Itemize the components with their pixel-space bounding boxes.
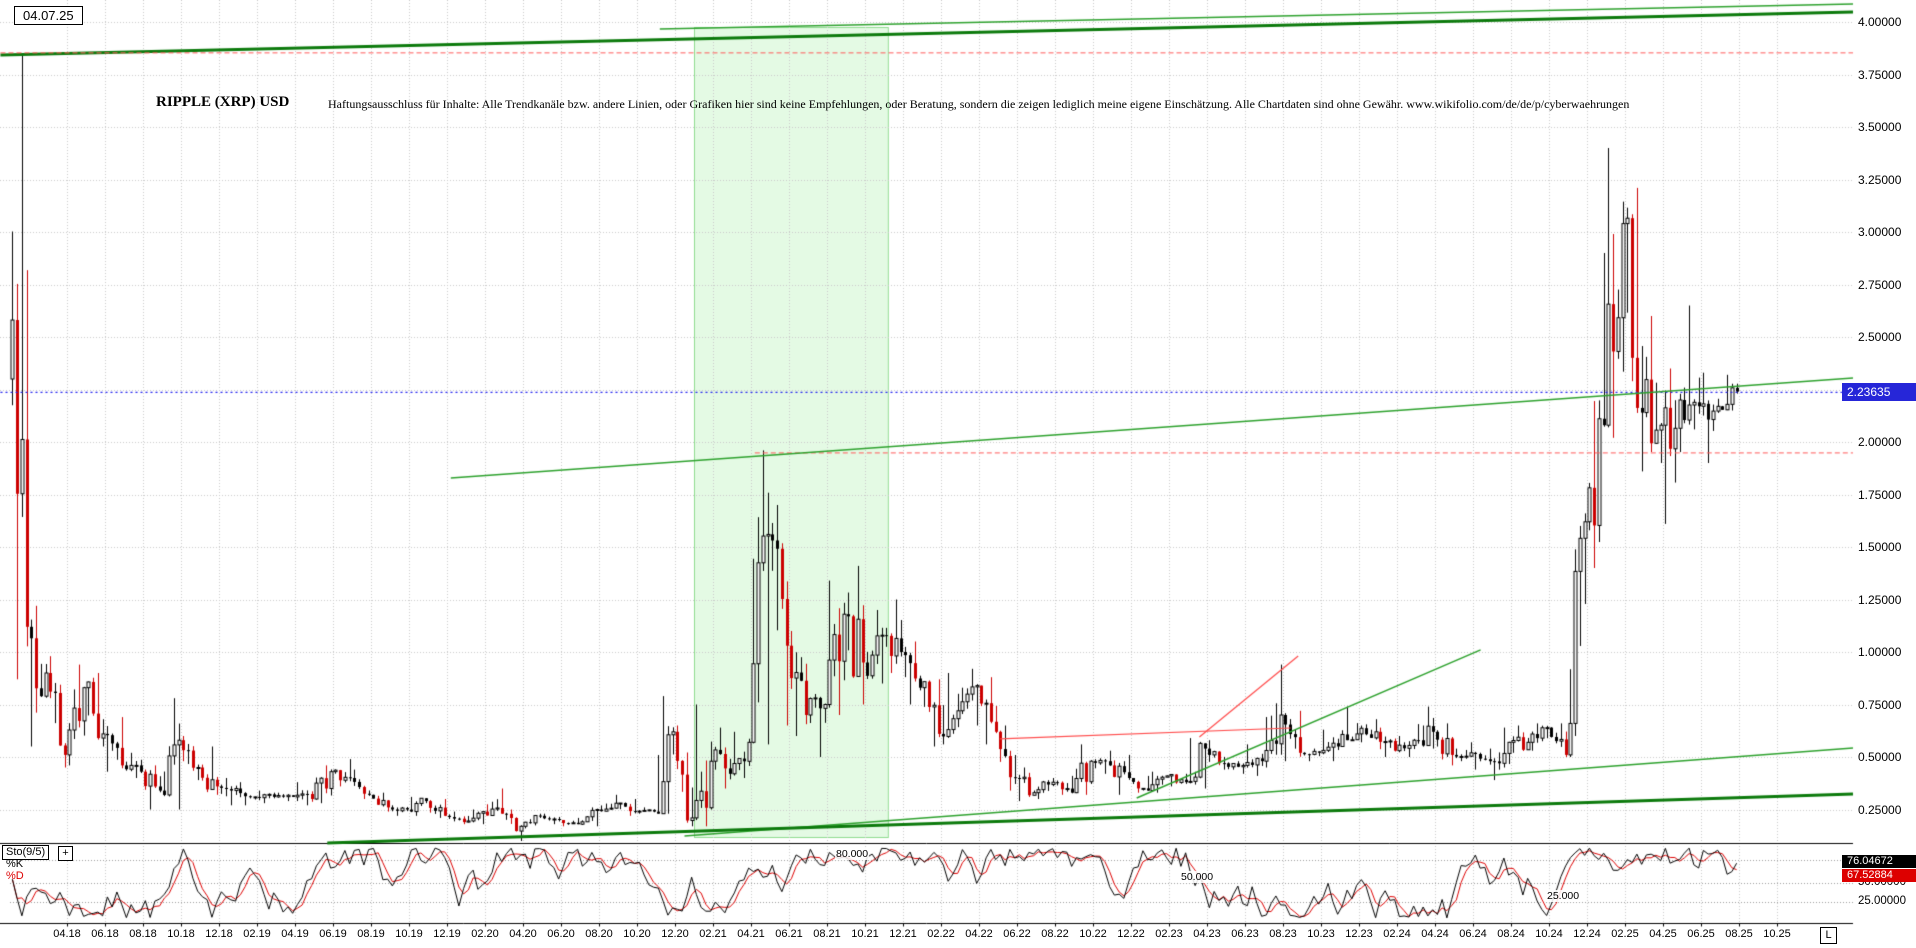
- time-axis-label: 12.19: [433, 928, 461, 940]
- time-axis-label: 12.20: [661, 928, 689, 940]
- time-axis-label: 06.25: [1687, 928, 1715, 940]
- stoch-d-value-box: 67.52884: [1842, 869, 1916, 882]
- time-axis-label: 04.22: [965, 928, 993, 940]
- time-axis-label: 08.20: [585, 928, 613, 940]
- time-axis-label: 12.23: [1345, 928, 1373, 940]
- time-axis-label: 06.21: [775, 928, 803, 940]
- disclaimer-text: Haftungsausschluss für Inhalte: Alle Tre…: [328, 97, 1630, 111]
- stoch-k-value: 76.04672: [1847, 855, 1893, 867]
- scale-toggle-button[interactable]: L: [1820, 927, 1837, 944]
- time-axis-label: 02.25: [1611, 928, 1639, 940]
- date-label-box: 04.07.25: [14, 6, 83, 25]
- stoch-level-label: 50.000: [1180, 871, 1215, 883]
- time-axis-label: 10.21: [851, 928, 879, 940]
- time-axis-label: 06.19: [319, 928, 347, 940]
- time-axis-label: 08.22: [1041, 928, 1069, 940]
- time-axis-label: 04.20: [509, 928, 537, 940]
- time-axis-label: 08.23: [1269, 928, 1297, 940]
- price-axis-label: 3.00000: [1858, 225, 1902, 239]
- time-axis-label: 02.19: [243, 928, 271, 940]
- indicator-name-box: Sto(9/5): [2, 845, 50, 860]
- time-axis-label: 08.21: [813, 928, 841, 940]
- time-axis-label: 10.24: [1535, 928, 1563, 940]
- time-axis-label: 12.18: [205, 928, 233, 940]
- time-axis-label: 06.20: [547, 928, 575, 940]
- time-axis-label: 04.19: [281, 928, 309, 940]
- time-axis-label: 08.19: [357, 928, 385, 940]
- price-axis-label: 0.75000: [1858, 697, 1902, 712]
- time-axis-label: 12.21: [889, 928, 917, 940]
- time-axis-label: 06.22: [1003, 928, 1031, 940]
- date-label: 04.07.25: [23, 8, 74, 23]
- time-axis-label: 04.24: [1421, 928, 1449, 940]
- time-axis-label: 04.23: [1193, 928, 1221, 940]
- plus-icon: +: [62, 847, 69, 859]
- time-axis-label: 10.25: [1763, 928, 1791, 940]
- time-axis-label: 10.18: [167, 928, 195, 940]
- time-axis-label: 02.20: [471, 928, 499, 940]
- time-axis-label: 04.21: [737, 928, 765, 940]
- price-axis-label: 1.75000: [1858, 487, 1902, 502]
- time-axis-label: 12.24: [1573, 928, 1601, 940]
- current-price-box: 2.23635: [1842, 383, 1916, 401]
- time-axis-label: 10.20: [623, 928, 651, 940]
- time-axis-label: 04.18: [53, 928, 81, 940]
- chart-title: RIPPLE (XRP) USD: [156, 94, 290, 110]
- price-axis-label: 2.50000: [1858, 330, 1902, 344]
- stoch-level-label: 25.000: [1546, 890, 1581, 902]
- price-axis-label: 0.25000: [1858, 802, 1902, 817]
- price-axis-label: 2.75000: [1858, 277, 1902, 292]
- time-axis-label: 08.24: [1497, 928, 1525, 940]
- stoch-axis-label-25: 25.00000: [1858, 895, 1906, 907]
- time-axis-label: 06.18: [91, 928, 119, 940]
- time-axis-label: 06.23: [1231, 928, 1259, 940]
- price-axis-label: 1.50000: [1858, 540, 1902, 554]
- price-axis-label: 1.25000: [1858, 592, 1902, 607]
- time-axis-label: 02.24: [1383, 928, 1411, 940]
- indicator-name: Sto(9/5): [6, 846, 46, 858]
- time-axis-label: 02.22: [927, 928, 955, 940]
- stoch-d-label: %D: [6, 870, 24, 882]
- price-axis-label: 2.00000: [1858, 435, 1902, 449]
- time-axis-label: 08.25: [1725, 928, 1753, 940]
- price-axis-label: 3.50000: [1858, 120, 1902, 134]
- time-axis-label: 10.19: [395, 928, 423, 940]
- price-axis-label: 3.25000: [1858, 172, 1902, 187]
- price-axis-label: 1.00000: [1858, 645, 1902, 659]
- stoch-k-value-box: 76.04672: [1842, 855, 1916, 868]
- time-axis-label: 06.24: [1459, 928, 1487, 940]
- stoch-d-value: 67.52884: [1847, 869, 1893, 881]
- time-axis-label: 02.21: [699, 928, 727, 940]
- time-axis-label: 02.23: [1155, 928, 1183, 940]
- time-axis-label: 08.18: [129, 928, 157, 940]
- time-axis-label: 10.22: [1079, 928, 1107, 940]
- current-price-value: 2.23635: [1847, 385, 1891, 399]
- time-axis-label: 12.22: [1117, 928, 1145, 940]
- price-axis-label: 3.75000: [1858, 67, 1902, 82]
- indicator-expand-button[interactable]: +: [58, 846, 73, 861]
- stoch-level-label: 80.000: [835, 848, 870, 861]
- price-axis-label: 0.50000: [1858, 750, 1902, 764]
- time-axis-label: 04.25: [1649, 928, 1677, 940]
- time-axis-label: 10.23: [1307, 928, 1335, 940]
- price-axis-label: 4.00000: [1858, 15, 1902, 29]
- stoch-k-label: %K: [6, 858, 24, 870]
